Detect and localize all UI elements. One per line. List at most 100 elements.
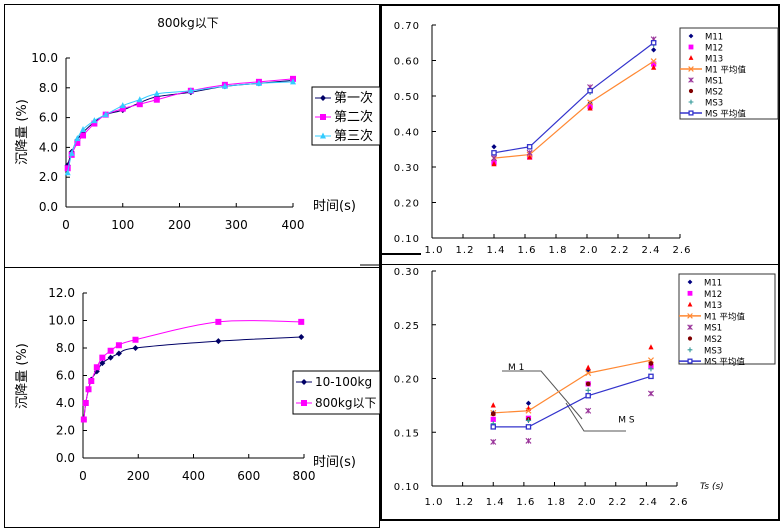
x-tick-label: 2.6 [673,245,692,256]
data-point-star [491,155,497,162]
data-point-x [585,370,592,377]
data-point-square [136,101,143,108]
y-tick-label: 0.60 [394,57,420,68]
legend-item: MS3 [687,346,722,356]
data-point-triangle [290,78,296,85]
annotation: M S [618,416,635,426]
y-tick-label: 6.0 [56,369,75,383]
data-point-circle [687,336,693,341]
legend-label: M11 [705,33,723,43]
x-tick-label: 2.0 [580,245,599,256]
legend-item: 第三次 [315,128,373,144]
legend-label: 第三次 [334,128,373,144]
legend-label: M13 [704,301,722,311]
data-point-square [80,416,87,423]
data-point-triangle [255,79,262,86]
legend-label: MS1 [705,77,723,87]
data-point-triangle [136,96,143,103]
data-point-plus [525,417,532,424]
y-tick-label: 10.0 [31,51,58,65]
y-tick-label: 0.25 [394,321,420,332]
data-point-diamond [687,279,693,285]
data-point-triangle [687,301,693,307]
y-tick-label: 0.30 [394,163,420,174]
data-point-square [88,378,95,384]
y-tick-label: 0.10 [394,482,420,493]
data-point-square [82,400,89,406]
legend-label: M12 [705,44,723,54]
legend-item: MS1 [687,324,722,334]
data-point-open-square [650,40,657,46]
data-point-circle [688,88,694,94]
legend-item: MS1 [688,77,723,87]
data-point-triangle [585,364,591,370]
x-tick-label: 1.6 [518,245,537,256]
annotation-leader-m1 [502,370,583,420]
x-axis-label: Ts (s) [700,482,724,492]
y-tick-label: 2.0 [56,424,75,438]
y-tick-label: 0.10 [394,234,420,245]
y-tick-label: 0.20 [394,199,420,210]
legend-item: M12 [688,44,723,54]
x-tick-label: 1.0 [425,497,444,508]
data-point-open-square [526,144,533,150]
y-tick-label: 10.0 [48,314,75,328]
legend-label: M13 [705,55,723,65]
data-point-triangle [64,169,71,176]
series-line [67,78,294,169]
data-point-square [99,354,106,361]
legend-item: MS2 [687,335,722,345]
legend-item: 第一次 [315,90,373,106]
data-point-triangle [320,132,326,139]
legend-label: MS 平均值 [705,109,746,120]
data-point-diamond [651,47,657,53]
data-point-square [80,132,87,139]
x-tick-label: 200 [127,469,150,483]
data-point-square [91,120,98,127]
legend-label: 800kg以下 [315,396,376,410]
data-point-triangle [102,111,109,118]
annotation-leader-ms [565,402,626,432]
x-tick-label: 2.4 [642,245,661,256]
legend-label: MS3 [704,346,722,356]
data-point-plus [585,387,591,393]
data-point-diamond [132,345,139,351]
data-point-diamond [115,350,122,357]
y-axis-label: 沉降量 (%) [15,99,30,165]
data-point-square [85,386,92,393]
y-tick-label: 0.70 [394,21,420,32]
legend-item: 第二次 [315,109,373,125]
data-point-open-square [490,424,496,430]
legend-label: M12 [704,290,722,300]
y-tick-label: 0.30 [394,267,420,278]
y-tick-label: 0.0 [56,451,75,465]
x-axis-label: 时间(s) [313,199,356,214]
legend-item: M13 [687,301,722,311]
data-point-square [93,364,100,371]
data-point-star [647,390,654,397]
legend-box [292,370,381,415]
x-tick-label: 1.6 [516,497,535,508]
x-tick-label: 0 [62,218,70,232]
data-point-square [301,400,307,406]
chart-top-left: 800kg以下 沉降量 (%) 时间(s) 0.0 2.0 4.0 6.0 8.0 10.… [15,16,381,232]
data-point-circle [585,381,591,387]
x-tick-label: 800 [293,469,316,483]
data-point-square [74,139,81,146]
data-point-open-square [585,392,591,399]
data-point-triangle [587,105,593,111]
data-point-square [107,347,114,354]
data-point-x [525,407,532,414]
data-point-square [651,61,657,67]
data-point-diamond [688,33,694,39]
legend-label: MS3 [705,99,723,109]
data-point-triangle [68,149,75,156]
legend-item: 10-100kg [296,375,372,389]
legend-label: MS2 [705,88,723,98]
x-tick-label: 2.2 [608,497,627,508]
data-point-plus [648,366,654,372]
y-tick-label: 4.0 [39,140,58,154]
data-point-diamond [298,334,305,340]
